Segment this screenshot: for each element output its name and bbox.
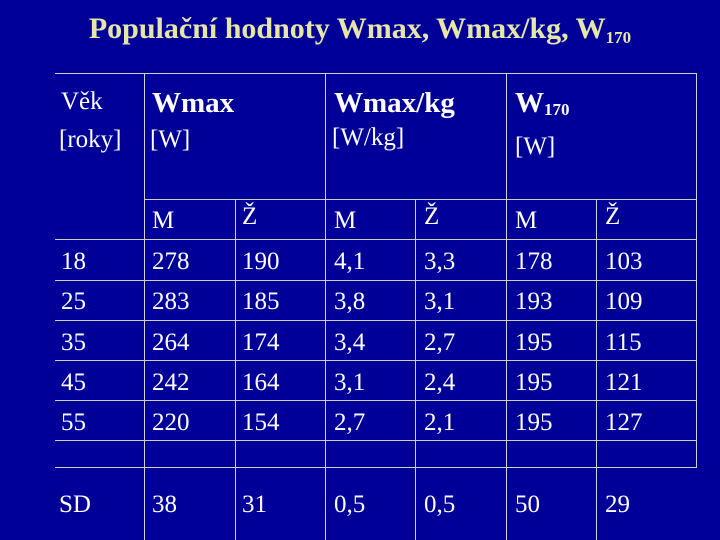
value-cell: 127 xyxy=(605,409,643,436)
value-cell: 220 xyxy=(152,409,190,436)
grid-line xyxy=(55,239,697,240)
value-cell: 115 xyxy=(605,329,642,356)
sd-value: 0,5 xyxy=(424,491,456,518)
value-cell: 121 xyxy=(605,369,643,396)
sd-value: 38 xyxy=(152,491,177,518)
value-cell: 195 xyxy=(515,329,553,356)
sex-label: Ž xyxy=(242,203,258,230)
value-cell: 109 xyxy=(605,288,643,315)
grid-line xyxy=(55,73,697,74)
value-cell: 195 xyxy=(515,369,553,396)
value-cell: 3,8 xyxy=(334,288,366,315)
grid-line xyxy=(55,280,697,281)
sd-value: 31 xyxy=(242,491,267,518)
age-cell: 45 xyxy=(61,369,86,396)
age-cell: 25 xyxy=(61,288,86,315)
age-header-label: Věk xyxy=(61,88,103,115)
sex-label: Ž xyxy=(605,203,621,230)
value-cell: 178 xyxy=(515,248,553,275)
value-cell: 283 xyxy=(152,288,190,315)
wmax-header: Wmax xyxy=(152,87,235,119)
value-cell: 193 xyxy=(515,288,553,315)
w170-unit: [W] xyxy=(515,133,556,160)
value-cell: 3,3 xyxy=(424,248,456,275)
value-cell: 185 xyxy=(242,288,280,315)
value-cell: 4,1 xyxy=(334,248,366,275)
value-cell: 242 xyxy=(152,369,190,396)
sex-label: M xyxy=(334,207,357,234)
grid-line xyxy=(325,73,326,540)
value-cell: 154 xyxy=(242,409,280,436)
value-cell: 174 xyxy=(242,329,280,356)
value-cell: 2,7 xyxy=(334,409,366,436)
population-values-table: Věk [roky] Wmax [W] Wmax/kg [W/kg] W170 … xyxy=(55,73,697,540)
sd-value: 0,5 xyxy=(334,491,366,518)
value-cell: 278 xyxy=(152,248,190,275)
value-cell: 195 xyxy=(515,409,553,436)
sd-label: SD xyxy=(59,491,91,518)
sex-label: M xyxy=(515,207,538,234)
value-cell: 3,1 xyxy=(424,288,456,315)
value-cell: 2,7 xyxy=(424,329,456,356)
value-cell: 3,4 xyxy=(334,329,366,356)
sd-value: 29 xyxy=(605,491,630,518)
value-cell: 3,1 xyxy=(334,369,366,396)
age-cell: 35 xyxy=(61,329,86,356)
grid-line xyxy=(144,73,145,540)
wmaxkg-header: Wmax/kg xyxy=(334,87,455,119)
grid-line xyxy=(415,199,416,540)
sex-label: M xyxy=(152,207,175,234)
grid-line xyxy=(55,467,697,468)
age-cell: 18 xyxy=(61,248,86,275)
grid-line xyxy=(235,199,236,540)
value-cell: 2,4 xyxy=(424,369,456,396)
age-cell: 55 xyxy=(61,409,86,436)
value-cell: 103 xyxy=(605,248,643,275)
sex-label: Ž xyxy=(424,203,440,230)
grid-line xyxy=(144,199,697,200)
grid-line xyxy=(506,73,507,540)
value-cell: 190 xyxy=(242,248,280,275)
grid-line xyxy=(55,440,697,441)
value-cell: 164 xyxy=(242,369,280,396)
sd-value: 50 xyxy=(515,491,540,518)
wmax-unit: [W] xyxy=(150,126,191,153)
grid-line xyxy=(55,320,697,321)
wmaxkg-unit: [W/kg] xyxy=(332,124,405,151)
age-header-unit: [roky] xyxy=(59,126,122,153)
grid-line xyxy=(596,199,597,540)
page-title: Populační hodnoty Wmax, Wmax/kg, W170 xyxy=(88,12,632,47)
grid-line xyxy=(55,400,697,401)
grid-line xyxy=(55,360,697,361)
grid-line xyxy=(696,73,697,467)
value-cell: 2,1 xyxy=(424,409,456,436)
value-cell: 264 xyxy=(152,329,190,356)
w170-header: W170 xyxy=(515,87,570,119)
